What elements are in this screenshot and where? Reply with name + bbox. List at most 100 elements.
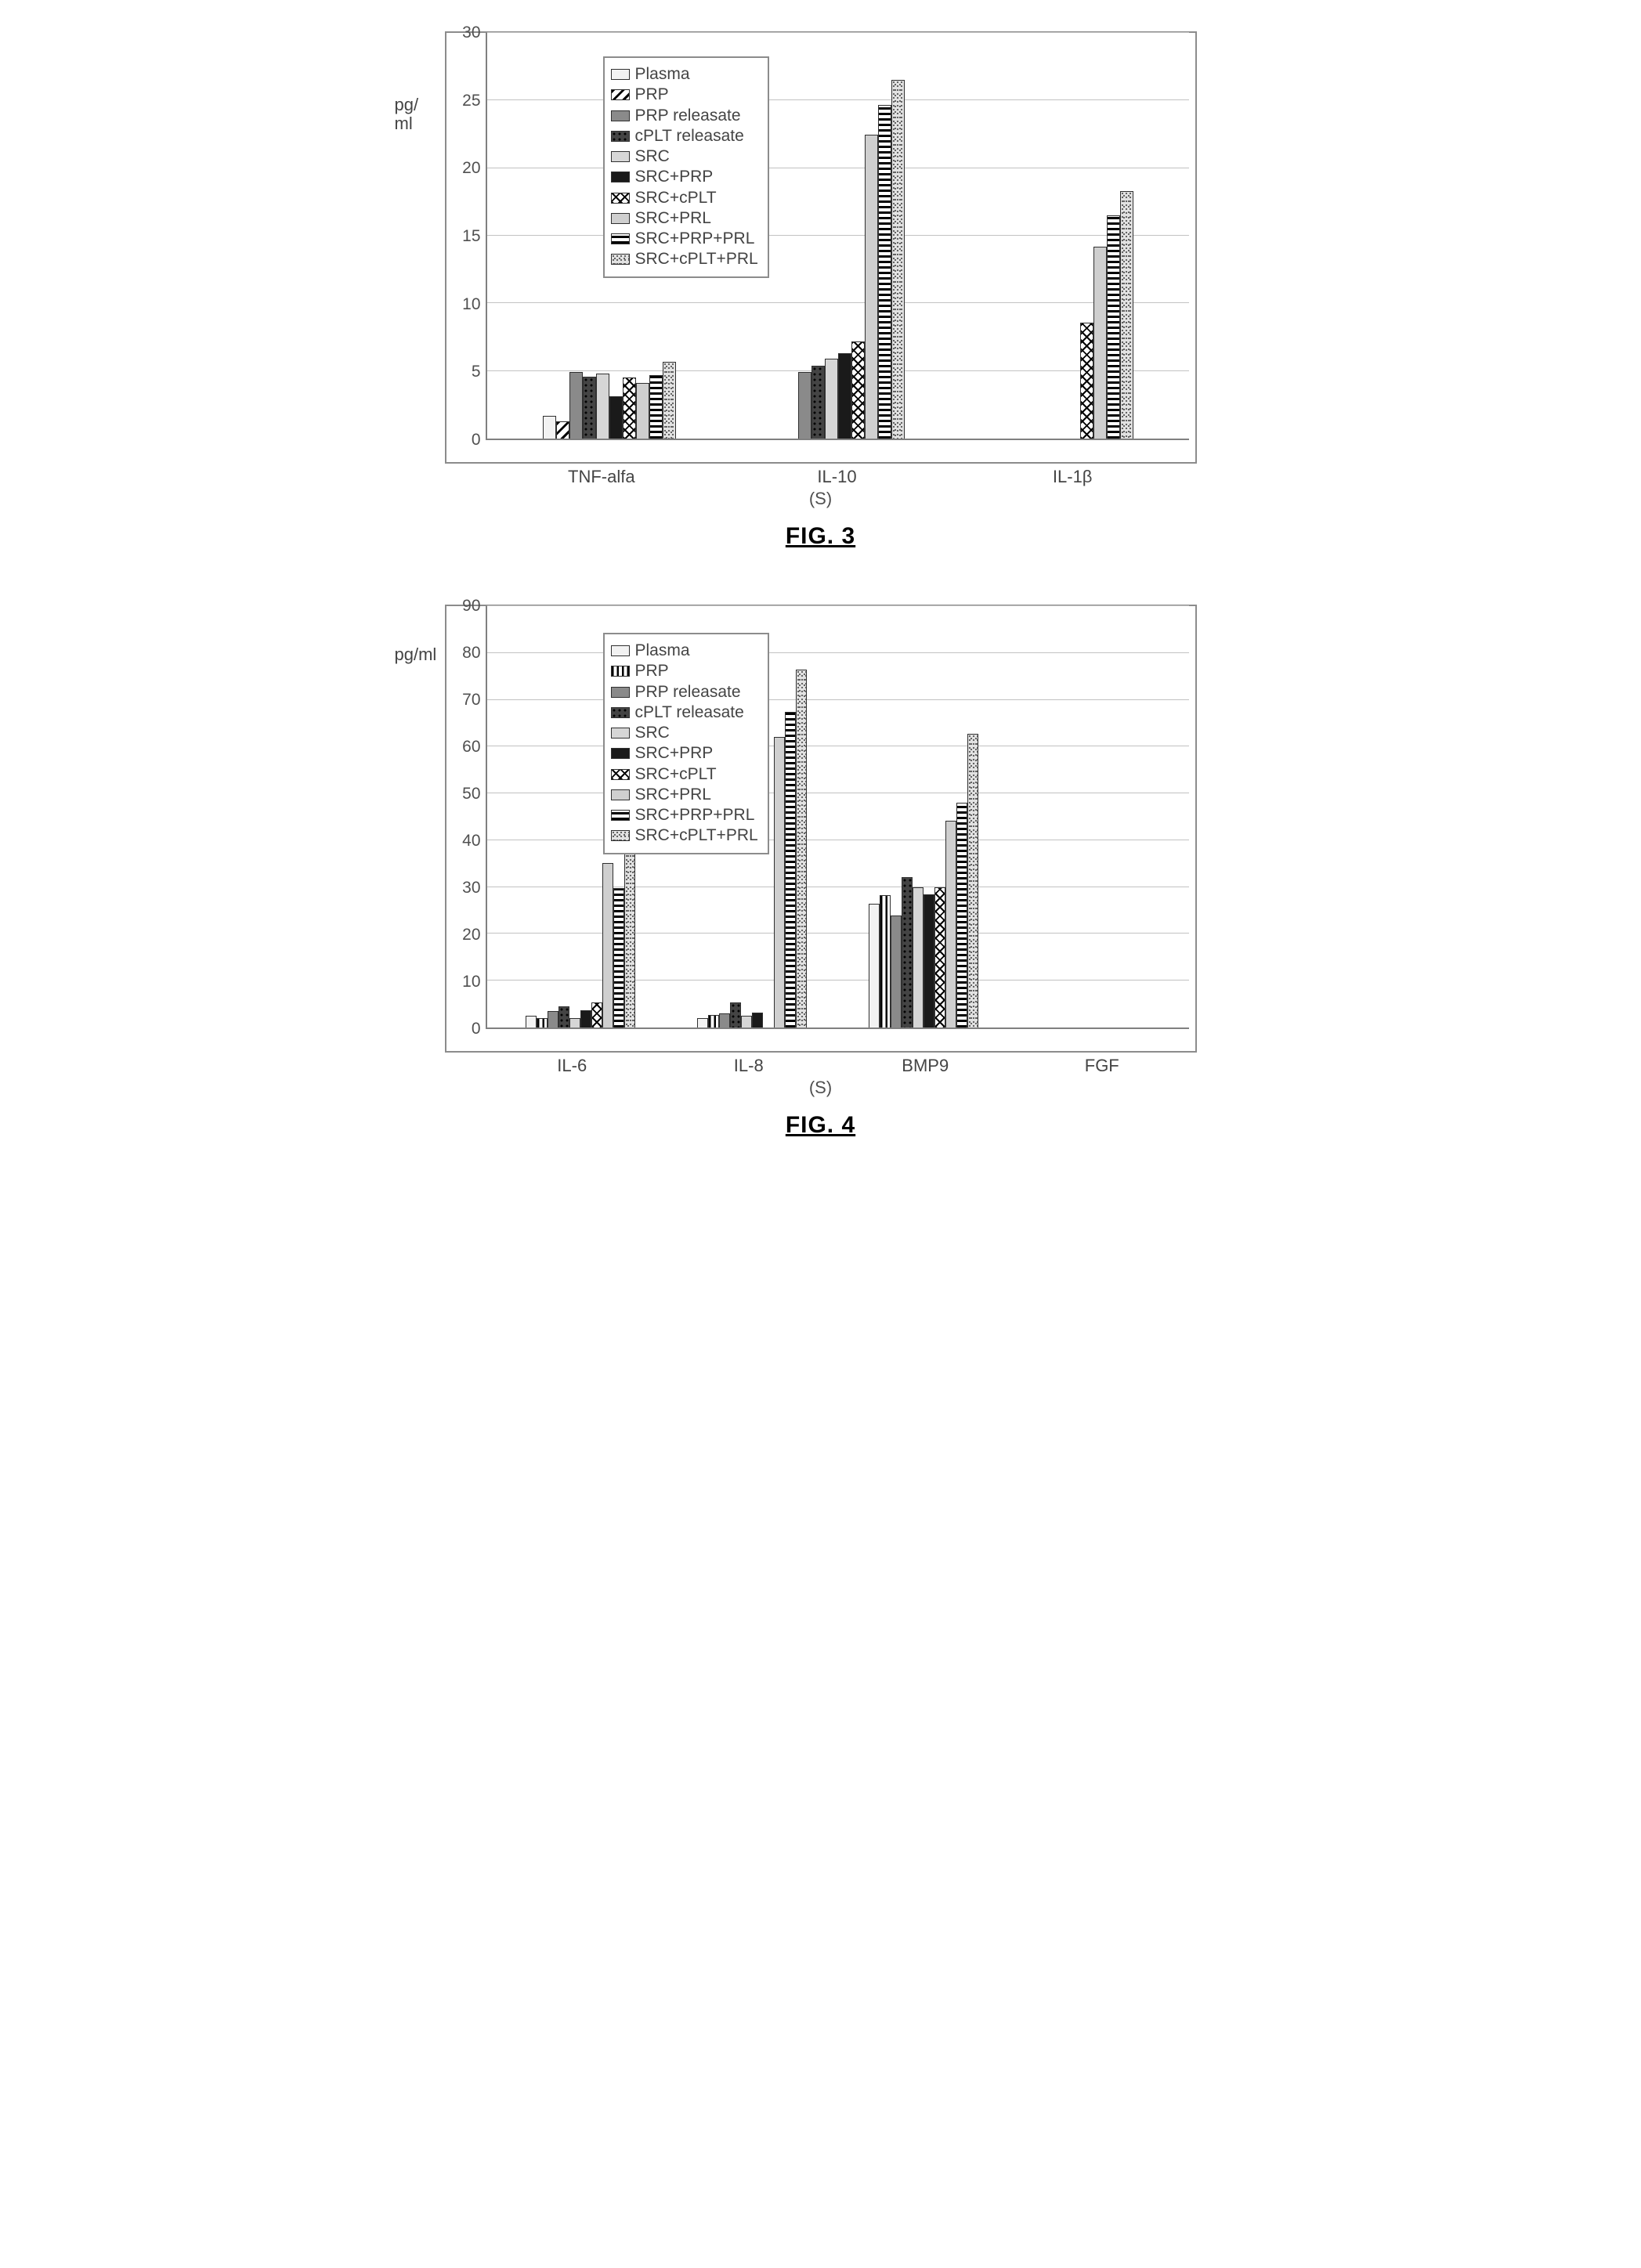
x-label: IL-8 xyxy=(660,1056,837,1076)
bar xyxy=(796,670,807,1027)
bar xyxy=(697,1018,708,1027)
bar xyxy=(623,377,636,439)
legend-item: SRC+cPLT+PRL xyxy=(611,249,758,269)
bar xyxy=(1080,323,1093,439)
figure-title: FIG. 3 xyxy=(445,523,1197,550)
legend-label: PRP releasate xyxy=(635,682,741,702)
legend-label: SRC+cPLT xyxy=(635,764,717,785)
legend-item: SRC+PRL xyxy=(611,785,758,805)
x-label: BMP9 xyxy=(837,1056,1014,1076)
bar xyxy=(543,416,556,439)
bar xyxy=(825,359,838,439)
legend-swatch xyxy=(611,89,630,100)
bar xyxy=(719,1013,730,1027)
bar xyxy=(613,888,624,1027)
y-tick: 40 xyxy=(462,832,480,850)
legend-item: SRC+PRP+PRL xyxy=(611,805,758,825)
legend-label: SRC xyxy=(635,723,670,743)
bar xyxy=(934,887,945,1027)
legend-item: SRC+cPLT xyxy=(611,188,758,208)
legend-swatch xyxy=(611,830,630,841)
legend-item: Plasma xyxy=(611,641,758,661)
legend-label: Plasma xyxy=(635,64,690,85)
legend-swatch xyxy=(611,69,630,80)
legend-label: SRC+PRP+PRL xyxy=(635,229,755,249)
bar xyxy=(811,366,825,439)
bar xyxy=(880,895,891,1027)
legend-swatch xyxy=(611,769,630,780)
bar xyxy=(924,894,934,1027)
legend-label: SRC+cPLT+PRL xyxy=(635,249,758,269)
legend-label: cPLT releasate xyxy=(635,126,744,146)
y-axis: 051015202530 xyxy=(446,33,486,440)
legend-label: SRC+cPLT xyxy=(635,188,717,208)
bar xyxy=(741,1016,752,1027)
legend-swatch xyxy=(611,707,630,718)
legend-swatch xyxy=(611,728,630,739)
y-tick: 5 xyxy=(472,363,481,381)
bar xyxy=(649,375,663,439)
bar xyxy=(556,421,569,439)
figure-title: FIG. 4 xyxy=(445,1112,1197,1139)
bar-group xyxy=(952,33,1181,439)
legend-item: Plasma xyxy=(611,64,758,85)
legend-label: PRP releasate xyxy=(635,106,741,126)
bar xyxy=(1093,247,1107,439)
legend: PlasmaPRPPRP releasatecPLT releasateSRCS… xyxy=(603,56,769,278)
legend-label: SRC+PRP+PRL xyxy=(635,805,755,825)
legend-swatch xyxy=(611,666,630,677)
fig3: pg/ ml051015202530PlasmaPRPPRP releasate… xyxy=(445,31,1197,550)
chart-frame: pg/ ml051015202530PlasmaPRPPRP releasate… xyxy=(445,31,1197,464)
legend-swatch xyxy=(611,151,630,162)
x-label: IL-10 xyxy=(719,467,955,487)
legend-swatch xyxy=(611,110,630,121)
bar xyxy=(730,1002,741,1027)
legend-label: cPLT releasate xyxy=(635,702,744,723)
bar xyxy=(583,377,596,439)
legend-label: SRC+PRP xyxy=(635,167,714,187)
bar xyxy=(913,887,924,1027)
bar xyxy=(708,1015,719,1027)
legend-swatch xyxy=(611,810,630,821)
legend-item: SRC+PRP xyxy=(611,167,758,187)
y-tick: 15 xyxy=(462,227,480,246)
bar xyxy=(967,734,978,1027)
y-tick: 20 xyxy=(462,159,480,178)
legend-item: SRC+PRP+PRL xyxy=(611,229,758,249)
legend-swatch xyxy=(611,131,630,142)
bar xyxy=(624,846,635,1027)
bar xyxy=(865,135,878,439)
bar xyxy=(891,80,905,439)
legend-swatch xyxy=(611,172,630,182)
bar xyxy=(902,877,913,1027)
legend-item: SRC+PRL xyxy=(611,208,758,229)
bar xyxy=(663,362,676,439)
legend-item: cPLT releasate xyxy=(611,126,758,146)
y-tick: 10 xyxy=(462,973,480,991)
bar xyxy=(878,105,891,439)
bar xyxy=(869,904,880,1027)
bar xyxy=(785,712,796,1028)
legend-item: PRP releasate xyxy=(611,106,758,126)
plot-area xyxy=(486,606,1189,1029)
legend-swatch xyxy=(611,789,630,800)
legend-swatch xyxy=(611,233,630,244)
y-tick: 50 xyxy=(462,785,480,804)
y-tick: 0 xyxy=(472,431,481,450)
y-tick: 25 xyxy=(462,92,480,110)
legend-item: PRP xyxy=(611,661,758,681)
y-tick: 60 xyxy=(462,738,480,757)
bar xyxy=(798,372,811,439)
legend-item: SRC+cPLT+PRL xyxy=(611,825,758,846)
legend-swatch xyxy=(611,687,630,698)
x-label: TNF-alfa xyxy=(484,467,720,487)
y-axis: 0102030405060708090 xyxy=(446,606,486,1029)
bar xyxy=(752,1013,763,1027)
y-tick: 30 xyxy=(462,879,480,897)
legend-label: SRC xyxy=(635,146,670,167)
legend-label: SRC+PRP xyxy=(635,743,714,764)
y-tick: 90 xyxy=(462,597,480,616)
bar xyxy=(636,383,649,439)
legend-item: cPLT releasate xyxy=(611,702,758,723)
legend-swatch xyxy=(611,254,630,265)
